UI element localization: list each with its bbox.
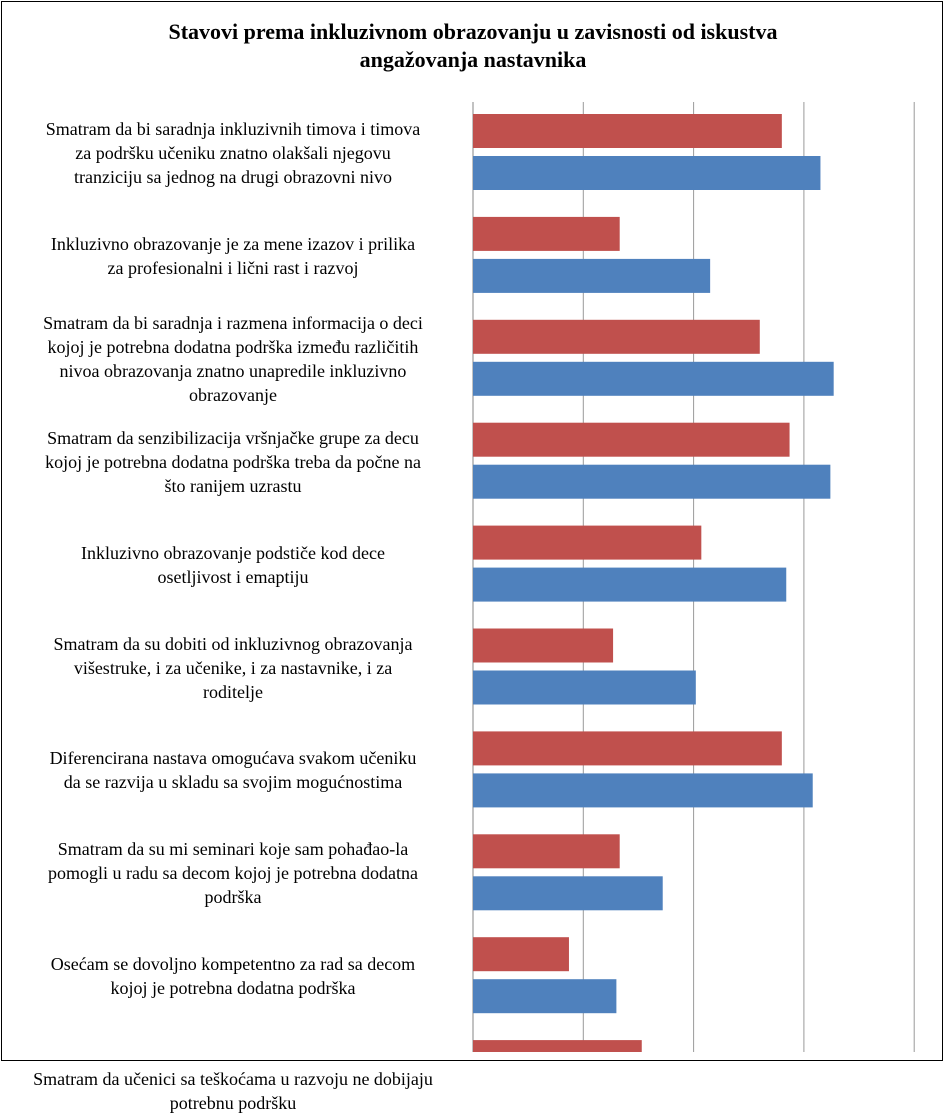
bar-series-1-category-2 — [473, 216, 620, 251]
category-label-line: pomogli u radu sa decom kojoj je potrebn… — [48, 863, 418, 884]
category-label-9: Osećam se dovoljno kompetentno za rad sa… — [10, 952, 456, 1000]
category-label-line: Inkluzivno obrazovanje podstiče kod dece — [81, 542, 385, 563]
bar-series-2-category-9 — [473, 979, 617, 1014]
bar-series-1-category-10 — [473, 1040, 642, 1052]
category-label-line: Inkluzivno obrazovanje je za mene izazov… — [50, 233, 416, 254]
category-label-line: Smatram da bi saradnja inkluzivnih timov… — [45, 119, 421, 139]
bar-series-1-category-4 — [473, 422, 790, 457]
category-label-line: kojoj je potrebna dodatna podrška između… — [47, 336, 419, 357]
category-label-line: za profesionalni i lični rast i razvoj — [107, 257, 359, 278]
category-label-line: Osećam se dovoljno kompetentno za rad sa… — [50, 954, 416, 975]
bar-series-1-category-8 — [473, 834, 620, 869]
category-label-line: Diferencirana nastava omogućava svakom u… — [49, 748, 417, 769]
category-label-line: višestruke, i za učenike, i za nastavnik… — [73, 657, 393, 678]
bar-series-1-category-3 — [473, 319, 760, 354]
bar-series-2-category-5 — [473, 567, 787, 602]
category-label-line: Smatram da su mi seminari koje sam pohađ… — [57, 839, 409, 860]
category-label-line: Smatram da učenici sa teškoćama u razvoj… — [33, 1069, 433, 1114]
category-label-line: tranziciju sa jednog na drugi obrazovni … — [74, 167, 392, 187]
category-label-line: kojoj je potrebna dodatna podrška — [110, 978, 356, 999]
category-label-line: obrazovanje — [189, 384, 277, 405]
bar-chart — [472, 102, 915, 1052]
category-label-line: što ranijem uzrastu — [164, 475, 302, 496]
category-label-line: roditelje — [203, 681, 263, 702]
bar-series-2-category-1 — [473, 156, 821, 190]
category-label-8: Smatram da su mi seminari koje sam pohađ… — [10, 837, 456, 909]
bar-series-1-category-7 — [473, 731, 782, 766]
bar-series-1-category-5 — [473, 525, 702, 560]
chart-title-line-2: angažovanja nastavnika — [359, 47, 587, 72]
bar-series-1-category-6 — [473, 628, 614, 663]
chart-title-line-1: Stavovi prema inkluzivnom obrazovanju u … — [168, 19, 778, 44]
bar-series-2-category-6 — [473, 670, 696, 705]
category-label-5: Inkluzivno obrazovanje podstiče kod dece… — [10, 541, 456, 589]
category-label-line: da se razvija u skladu sa svojim mogućno… — [63, 772, 403, 793]
category-label-10: Smatram da učenici sa teškoćama u razvoj… — [10, 1067, 456, 1115]
bar-series-2-category-4 — [473, 464, 831, 499]
category-label-line: Smatram da senzibilizacija vršnjačke gru… — [47, 427, 419, 448]
category-label-1: Smatram da bi saradnja inkluzivnih timov… — [10, 117, 456, 189]
category-label-line: Smatram da bi saradnja i razmena informa… — [43, 312, 423, 333]
bar-series-2-category-7 — [473, 773, 813, 808]
bar-series-2-category-2 — [473, 258, 711, 293]
category-label-line: osetljivost i emaptiju — [157, 566, 309, 587]
bar-series-2-category-8 — [473, 876, 663, 911]
category-label-2: Inkluzivno obrazovanje je za mene izazov… — [10, 232, 456, 280]
category-label-line: kojoj je potrebna dodatna podrška treba … — [45, 451, 421, 472]
chart-title: Stavovi prema inkluzivnom obrazovanju u … — [0, 18, 946, 74]
category-label-4: Smatram da senzibilizacija vršnjačke gru… — [10, 426, 456, 498]
category-label-line: za podršku učeniku znatno olakšali njego… — [75, 143, 391, 163]
bar-series-1-category-9 — [473, 937, 569, 972]
category-label-6: Smatram da su dobiti od inkluzivnog obra… — [10, 632, 456, 704]
category-label-line: Smatram da su dobiti od inkluzivnog obra… — [53, 633, 413, 654]
bar-series-1-category-1 — [473, 114, 782, 148]
bar-series-2-category-3 — [473, 361, 834, 396]
category-label-line: podrška — [204, 887, 262, 908]
category-label-line: nivoa obrazovanja znatno unapredile inkl… — [59, 360, 407, 381]
category-label-3: Smatram da bi saradnja i razmena informa… — [10, 311, 456, 407]
category-label-7: Diferencirana nastava omogućava svakom u… — [10, 746, 456, 794]
